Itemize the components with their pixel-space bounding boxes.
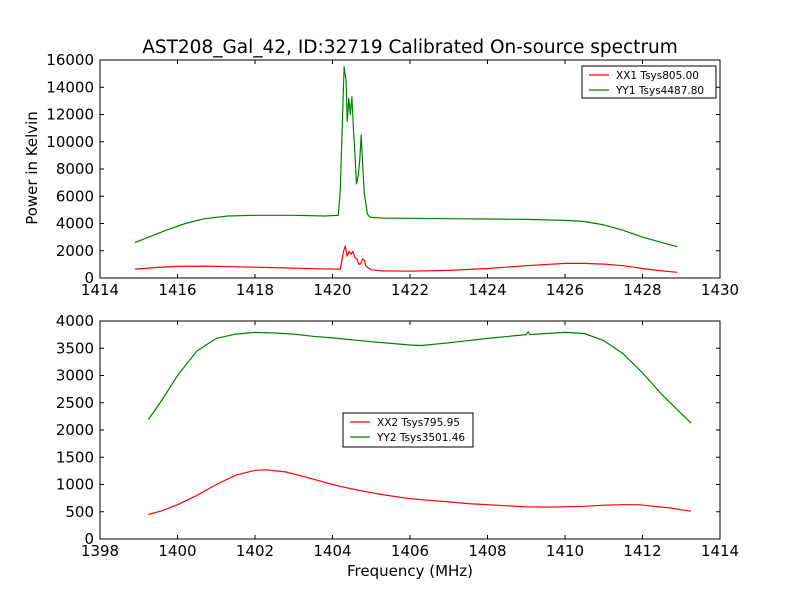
legend: XX2 Tsys795.95 YY2 Tsys3501.46: [342, 412, 474, 448]
y-tick-label: 16000: [46, 51, 94, 69]
y-tick-label: 6000: [56, 187, 94, 205]
y-tick-label: 3500: [56, 339, 94, 357]
x-tick-label: 1400: [158, 542, 196, 560]
x-tick-label: 1414: [81, 281, 119, 299]
legend-entry: YY2 Tsys3501.46: [376, 432, 465, 444]
y-tick-label: 10000: [46, 133, 94, 151]
top-spectrum-panel: 1414 1416 1418 1420 1422 1424 1426 1428 1430 0 200…: [46, 51, 739, 299]
x-tick-label: 1404: [313, 542, 351, 560]
y-tick-label: 1000: [56, 476, 94, 494]
x-tick-label: 1426: [546, 281, 584, 299]
y-tick-label: 2000: [56, 421, 94, 439]
legend-entry: YY1 Tsys4487.80: [615, 85, 704, 97]
y-tick-label: 14000: [46, 78, 94, 96]
legend-box: [342, 412, 474, 448]
y-tick-label: 500: [65, 503, 94, 521]
y-tick-label: 12000: [46, 106, 94, 124]
x-tick-label: 1418: [236, 281, 274, 299]
x-tick-label: 1416: [158, 281, 196, 299]
x-tick-label: 1410: [546, 542, 584, 560]
series-line-yy2: [147, 331, 692, 424]
y-tick-label: 8000: [56, 160, 94, 178]
x-tick-label: 1422: [391, 281, 429, 299]
series-line-xx1: [134, 245, 678, 273]
y-tick-label: 1500: [56, 448, 94, 466]
y-axis-label: Power in Kelvin: [23, 111, 41, 225]
bottom-spectrum-panel: 1398 1400 1402 1404 1406 1408 1410 1412 1414 0 500…: [56, 312, 739, 560]
x-tick-label: 1408: [468, 542, 506, 560]
y-tick-label: 2000: [56, 242, 94, 260]
x-tick-label: 1414: [701, 542, 739, 560]
chart-title: AST208_Gal_42, ID:32719 Calibrated On-so…: [142, 37, 678, 58]
legend-entry: XX1 Tsys805.00: [616, 70, 699, 82]
x-tick-label: 1406: [391, 542, 429, 560]
x-tick-label: 1428: [623, 281, 661, 299]
y-tick-label: 0: [84, 530, 94, 548]
x-tick-label: 1430: [701, 281, 739, 299]
series-line-xx2: [148, 469, 691, 516]
x-axis-label: Frequency (MHz): [347, 562, 473, 580]
legend-box: [581, 65, 717, 99]
series-line-yy1: [134, 66, 678, 248]
x-tick-label: 1424: [468, 281, 506, 299]
x-tick-label: 1412: [623, 542, 661, 560]
x-tick-label: 1420: [313, 281, 351, 299]
y-tick-label: 4000: [56, 215, 94, 233]
y-tick-label: 3000: [56, 367, 94, 385]
x-tick-label: 1402: [236, 542, 274, 560]
y-tick-label: 2500: [56, 394, 94, 412]
legend: XX1 Tsys805.00 YY1 Tsys4487.80: [581, 65, 717, 99]
legend-entry: XX2 Tsys795.95: [377, 417, 460, 429]
y-tick-label: 0: [84, 269, 94, 287]
x-tick-label: 1398: [81, 542, 119, 560]
y-tick-label: 4000: [56, 312, 94, 330]
